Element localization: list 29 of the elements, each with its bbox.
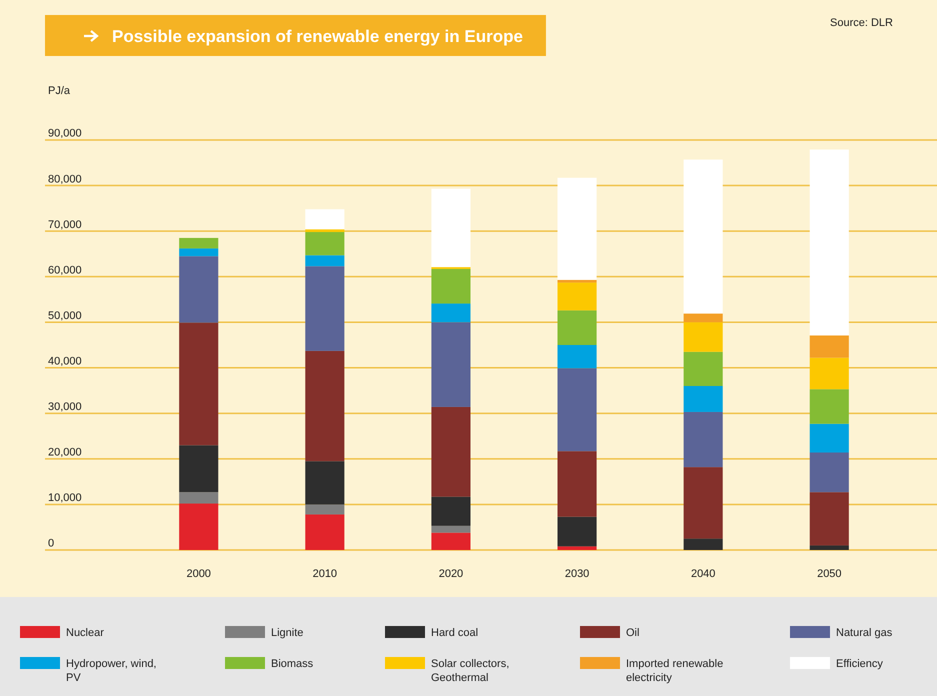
legend-label: Nuclear <box>66 627 104 639</box>
legend-label: Imported renewable electricity <box>626 658 724 684</box>
x-tick-label: 2040 <box>690 568 716 580</box>
y-tick-label: 10,000 <box>48 492 82 504</box>
chart-title: Possible expansion of renewable energy in Europe <box>112 27 523 46</box>
y-tick-label: 90,000 <box>48 128 82 140</box>
x-tick-label: 2020 <box>438 568 464 580</box>
legend-label: Hard coal <box>431 627 478 639</box>
legend-label: Biomass <box>271 658 314 670</box>
legend-label: Natural gas <box>836 627 893 639</box>
y-tick-label: 80,000 <box>48 173 82 186</box>
y-tick-label: 0 <box>48 538 54 550</box>
legend-label: Lignite <box>271 627 304 639</box>
x-tick-label: 2010 <box>312 568 338 580</box>
legend-label: Solar collectors, Geothermal <box>431 658 510 684</box>
x-tick-label: 2000 <box>186 568 211 580</box>
y-tick-label: 20,000 <box>48 446 82 459</box>
y-tick-label: 40,000 <box>48 355 82 368</box>
legend-label: Hydropower, wind, PV <box>66 658 156 684</box>
y-tick-label: 60,000 <box>48 264 82 276</box>
y-tick-label: 70,000 <box>48 218 82 231</box>
y-tick-label: 50,000 <box>48 310 82 322</box>
source-note: Source: DLR <box>830 17 894 29</box>
x-tick-label: 2030 <box>564 568 590 580</box>
legend-label: Oil <box>626 627 640 639</box>
legend-label: Efficiency <box>836 658 884 670</box>
x-tick-label: 2050 <box>817 568 842 580</box>
y-tick-label: 30,000 <box>48 401 82 414</box>
y-axis-title: PJ/a <box>48 85 71 97</box>
